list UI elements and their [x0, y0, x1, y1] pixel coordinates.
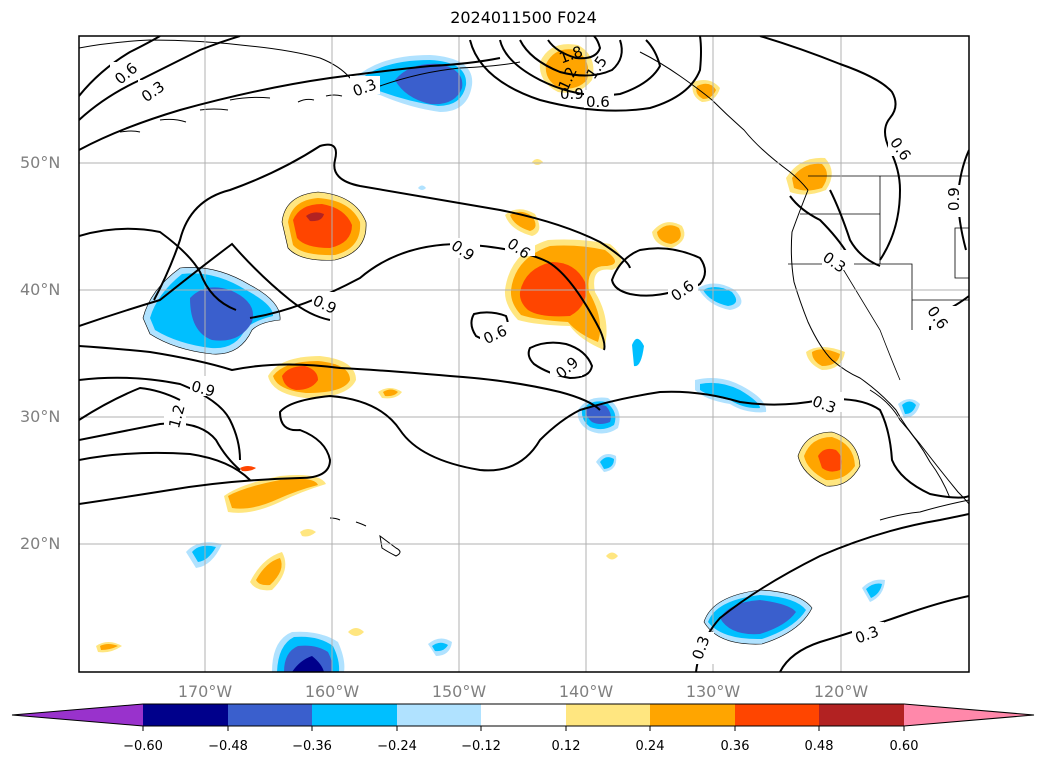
lon-label: 160°W [305, 682, 360, 701]
colorbar-tick-label: 0.12 [552, 739, 581, 754]
lon-label: 120°W [814, 682, 869, 701]
lat-label: 40°N [20, 280, 60, 299]
anomaly-blob [652, 222, 685, 248]
colorbar-tick-label: −0.60 [123, 739, 163, 754]
contour-label: 0.9 [945, 187, 963, 211]
colorbar-tick-label: 0.48 [805, 739, 834, 754]
colorbar-tick-label: −0.24 [377, 739, 417, 754]
anomaly-blob [268, 356, 356, 398]
lon-label: 140°W [559, 682, 614, 701]
colorbar-segment [735, 704, 819, 726]
map-frame [78, 35, 970, 673]
colorbar-segment [819, 704, 904, 726]
anomaly-blob [504, 239, 622, 350]
lon-label: 170°W [178, 682, 233, 701]
contour-lines [79, 36, 969, 672]
colorbar-tick-label: 0.36 [721, 739, 750, 754]
lon-label: 130°W [686, 682, 741, 701]
shaded-anomalies [96, 44, 920, 672]
colorbar-tick-label: 0.60 [890, 739, 919, 754]
contour-label: 0.9 [560, 85, 584, 103]
colorbar-segment [397, 704, 481, 726]
colorbar-segment [143, 704, 228, 726]
contour-labels: 0.6 0.3 1.8 1.5 1.2 0.9 0.6 0.6 0.9 0.6 … [110, 42, 965, 664]
latitude-labels: 50°N 40°N 30°N 20°N [20, 153, 60, 553]
anomaly-blob [224, 475, 326, 513]
colorbar-tick-label: 0.24 [636, 739, 665, 754]
anomaly-blob [272, 631, 345, 672]
colorbar-segment [481, 704, 566, 726]
anomaly-blob [282, 192, 367, 261]
colorbar: −0.60 −0.48 −0.36 −0.24 −0.12 0.12 0.24 … [11, 703, 1035, 754]
lon-label: 150°W [432, 682, 487, 701]
colorbar-tick-label: −0.12 [461, 739, 501, 754]
colorbar-segment [312, 704, 397, 726]
colorbar-tick-label: −0.48 [208, 739, 248, 754]
graticule [79, 36, 969, 672]
lat-label: 20°N [20, 534, 60, 553]
colorbar-segment [566, 704, 650, 726]
colorbar-extend-high [904, 704, 1034, 726]
colorbar-tick-label: −0.36 [292, 739, 332, 754]
map-title: 2024011500 F024 [450, 8, 597, 27]
anomaly-blob [704, 590, 812, 645]
anomaly-outlines [142, 191, 861, 645]
contour-label: 0.9 [189, 377, 217, 401]
colorbar-extend-low [12, 704, 143, 726]
coastlines [79, 39, 969, 557]
anomaly-blob [577, 397, 620, 434]
anomaly-blob [143, 267, 281, 355]
anomaly-blob [798, 432, 860, 487]
lat-label: 50°N [20, 153, 60, 172]
colorbar-segment [650, 704, 735, 726]
lat-label: 30°N [20, 407, 60, 426]
contour-label: 1.2 [165, 402, 189, 430]
colorbar-segment [228, 704, 312, 726]
longitude-labels: 170°W 160°W 150°W 140°W 130°W 120°W [178, 682, 869, 701]
contour-label: 0.6 [586, 93, 610, 111]
